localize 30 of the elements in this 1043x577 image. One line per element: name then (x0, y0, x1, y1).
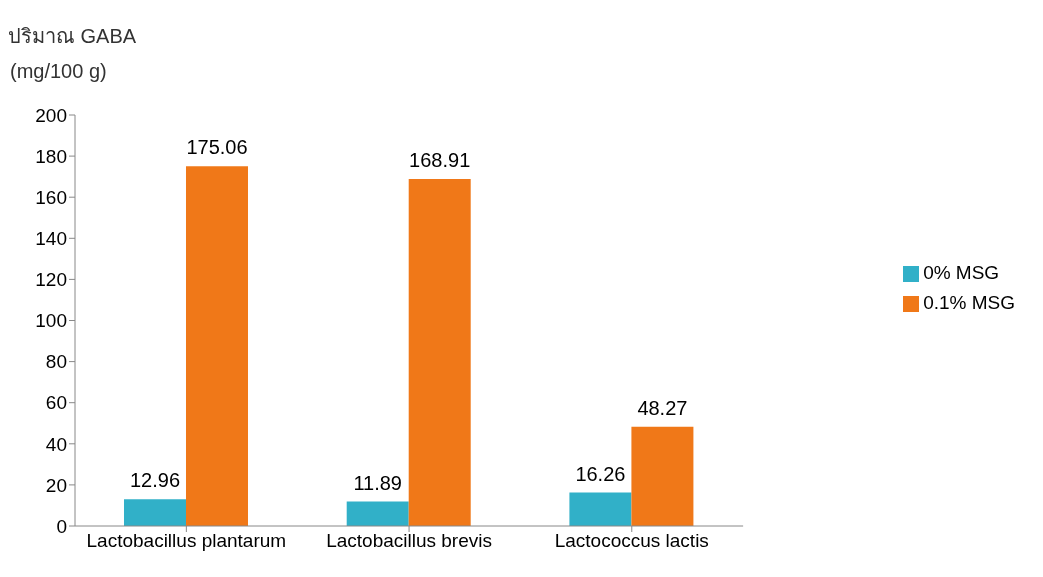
y-tick-label: 0 (56, 515, 67, 537)
bar (124, 499, 186, 526)
y-tick-label: 140 (35, 228, 67, 250)
y-axis-title: (mg/100 g) (10, 60, 107, 83)
y-tick-label: 20 (45, 474, 67, 496)
bar (408, 178, 471, 526)
y-tick-label: 120 (35, 269, 67, 291)
legend-label: 0% MSG (923, 262, 1000, 283)
x-tick-label: Lactobacillus plantarum (86, 530, 287, 552)
bar (346, 501, 409, 526)
bar (186, 166, 248, 526)
y-tick-label: 60 (45, 392, 67, 414)
y-tick-label: 180 (35, 145, 67, 167)
y-tick-label: 100 (35, 310, 67, 332)
legend-label: 0.1% MSG (923, 292, 1015, 313)
y-tick-label: 80 (45, 351, 67, 373)
data-label: 11.89 (353, 471, 402, 494)
bar (569, 492, 632, 526)
data-label: 175.06 (186, 136, 248, 159)
x-tick-label: Lactococcus lactis (554, 530, 709, 552)
y-tick-label: 160 (35, 186, 67, 208)
data-label: 12.96 (129, 469, 181, 492)
y-tick-label: 40 (45, 433, 67, 455)
chart-title: ปริมาณ GABA (8, 24, 137, 49)
data-label: 168.91 (409, 148, 471, 171)
data-label: 16.26 (575, 462, 626, 485)
y-tick-label: 200 (35, 104, 67, 126)
bar (631, 426, 694, 526)
x-tick-label: Lactobacillus brevis (326, 530, 492, 552)
data-label: 48.27 (637, 396, 688, 419)
